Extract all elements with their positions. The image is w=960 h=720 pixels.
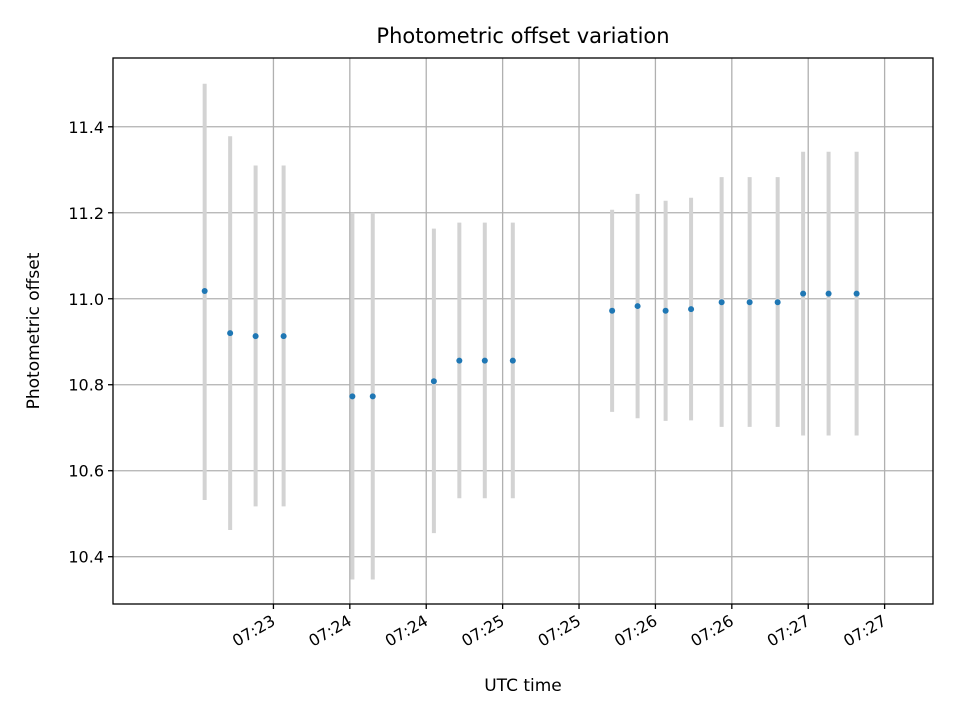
data-point (430, 378, 437, 385)
chart-title: Photometric offset variation (376, 24, 669, 48)
data-point (509, 357, 516, 364)
x-tick-label: 07:25 (458, 611, 507, 651)
plot-frame (112, 57, 934, 605)
y-tick-label: 11.2 (68, 204, 104, 223)
data-point (369, 393, 376, 400)
y-tick-label: 10.4 (68, 548, 104, 567)
x-tick-label: 07:27 (840, 611, 889, 651)
data-point (609, 307, 616, 314)
point-layer (201, 288, 860, 400)
x-tick-label: 07:27 (764, 611, 813, 651)
data-point (746, 299, 753, 306)
x-tick-label: 07:26 (687, 611, 736, 651)
grid-layer (113, 58, 933, 604)
data-point (825, 290, 832, 297)
y-tick-label: 10.6 (68, 462, 104, 481)
data-point (718, 299, 725, 306)
data-point (662, 307, 669, 314)
data-point (800, 290, 807, 297)
x-tick-label: 07:26 (611, 611, 660, 651)
data-point (774, 299, 781, 306)
data-point (349, 393, 356, 400)
x-axis-label: UTC time (484, 676, 562, 696)
data-point (853, 290, 860, 297)
data-point (481, 357, 488, 364)
y-tick-label: 11.4 (68, 118, 104, 137)
data-point (252, 333, 259, 340)
x-tick-label: 07:24 (305, 611, 354, 651)
data-point (634, 303, 641, 310)
x-tick-label: 07:24 (382, 611, 431, 651)
data-point (227, 330, 234, 337)
y-tick-label: 11.0 (68, 290, 104, 309)
errorbar-layer (202, 83, 859, 580)
data-point (688, 306, 695, 313)
data-point (280, 333, 287, 340)
y-axis-label: Photometric offset (24, 252, 44, 409)
x-tick-label: 07:25 (535, 611, 584, 651)
y-tick-label: 10.8 (68, 376, 104, 395)
data-point (201, 288, 208, 295)
data-point (456, 357, 463, 364)
x-tick-label: 07:23 (229, 611, 278, 651)
